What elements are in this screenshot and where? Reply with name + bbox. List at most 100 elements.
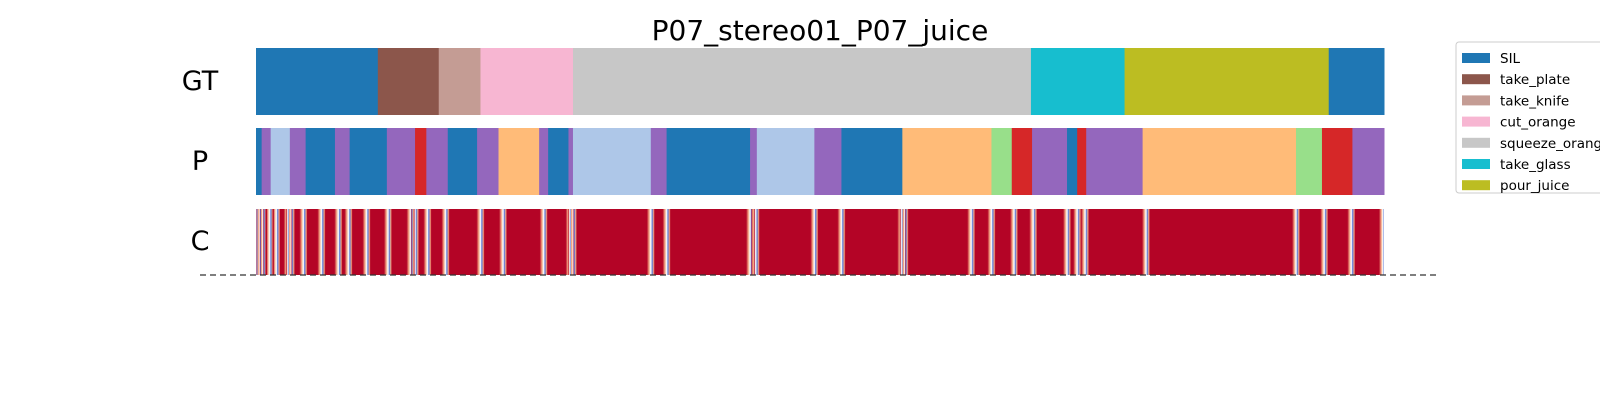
gt-segment-take_knife (438, 48, 481, 115)
gt-segment-squeeze_orange (572, 48, 1032, 115)
gt-segment-pour_juice (1124, 48, 1330, 115)
legend-swatch-squeeze_orange (1462, 137, 1490, 148)
legend-label-take_plate: take_plate (1500, 72, 1570, 88)
p-segment (1067, 128, 1078, 195)
confidence-strip (256, 209, 1384, 275)
confidence-dip (1066, 209, 1068, 275)
legend-label-squeeze_orange: squeeze_orange (1500, 136, 1600, 152)
confidence-dip (502, 209, 504, 275)
confidence-dip (1382, 209, 1384, 275)
p-segment (1352, 128, 1385, 195)
confidence-dip (414, 209, 416, 275)
confidence-dip (813, 209, 815, 275)
p-segment (256, 128, 263, 195)
legend-label-take_glass: take_glass (1500, 157, 1571, 173)
confidence-dip (347, 209, 350, 275)
p-segment (426, 128, 449, 195)
legend-label-take_knife: take_knife (1500, 93, 1569, 109)
chart-title: P07_stereo01_P07_juice (652, 14, 989, 47)
confidence-dip (1013, 209, 1015, 275)
legend-label-SIL: SIL (1500, 51, 1521, 67)
confidence-dip (409, 209, 412, 275)
p-segment (334, 128, 351, 195)
p-segment (289, 128, 307, 195)
p-segment (991, 128, 1013, 195)
confidence-dip (650, 209, 652, 275)
p-segment (814, 128, 842, 195)
row-label-p: P (192, 146, 208, 177)
confidence-dip (1145, 209, 1147, 275)
p-segment (1086, 128, 1144, 195)
confidence-dip (1323, 209, 1325, 275)
confidence-dip (755, 209, 757, 275)
legend-swatch-take_knife (1462, 95, 1490, 106)
p-segment (261, 128, 272, 195)
confidence-dip (479, 209, 482, 275)
confidence-dip (337, 209, 339, 275)
legend-label-cut_orange: cut_orange (1500, 115, 1576, 131)
legend-label-pour_juice: pour_juice (1500, 178, 1569, 194)
p-segment (548, 128, 569, 195)
p-segment (1032, 128, 1068, 195)
row-label-gt: GT (182, 66, 219, 97)
gt-segment-SIL (1328, 48, 1385, 115)
p-segment (270, 128, 291, 195)
p-segment (666, 128, 751, 195)
confidence-dip (286, 209, 289, 275)
confidence-dip (1032, 209, 1034, 275)
gt-segment-take_glass (1030, 48, 1126, 115)
p-segment (386, 128, 416, 195)
prediction-row (256, 128, 1385, 195)
row-label-c: C (191, 226, 210, 257)
gt-segment-take_plate (377, 48, 440, 115)
p-segment (498, 128, 540, 195)
p-segment (415, 128, 427, 195)
p-segment (1321, 128, 1353, 195)
p-segment (349, 128, 388, 195)
p-segment (1077, 128, 1087, 195)
p-segment (756, 128, 815, 195)
confidence-dip (1350, 209, 1352, 275)
p-segment (650, 128, 668, 195)
confidence-dip (1295, 209, 1297, 275)
confidence-dip (275, 209, 277, 275)
confidence-row (255, 209, 1384, 275)
p-segment (539, 128, 549, 195)
p-segment (1142, 128, 1297, 195)
confidence-dip (568, 209, 571, 275)
confidence-dip (268, 209, 271, 275)
p-segment (1296, 128, 1323, 195)
gt-segment-cut_orange (480, 48, 574, 115)
confidence-dip (444, 209, 447, 275)
confidence-dip (1084, 209, 1086, 275)
p-segment (841, 128, 903, 195)
confidence-dip (900, 209, 902, 275)
legend-swatch-take_plate (1462, 74, 1490, 85)
p-segment (1011, 128, 1033, 195)
legend: SIL take_plate take_knife cut_orangesqueeze… (1455, 41, 1600, 194)
confidence-dip (749, 209, 751, 275)
confidence-dip (904, 209, 906, 275)
legend-swatch-pour_juice (1462, 180, 1490, 191)
p-segment (750, 128, 758, 195)
legend-swatch-cut_orange (1462, 116, 1490, 127)
p-segment (902, 128, 992, 195)
p-segment (477, 128, 500, 195)
confidence-dip (840, 209, 843, 275)
confidence-dip (970, 209, 972, 275)
confidence-dip (262, 209, 264, 275)
p-segment (305, 128, 336, 195)
p-segment (568, 128, 574, 195)
confidence-dip (665, 209, 668, 275)
gt-segment-SIL (256, 48, 379, 115)
gt-row (256, 48, 1385, 115)
legend-swatch-SIL (1462, 53, 1490, 63)
legend-swatch-take_glass (1462, 159, 1490, 169)
p-segment (572, 128, 652, 195)
confidence-dip (320, 209, 323, 275)
legend-frame (1455, 41, 1600, 194)
confidence-dip (290, 209, 292, 275)
confidence-dip (1076, 209, 1078, 275)
p-segment (447, 128, 478, 195)
